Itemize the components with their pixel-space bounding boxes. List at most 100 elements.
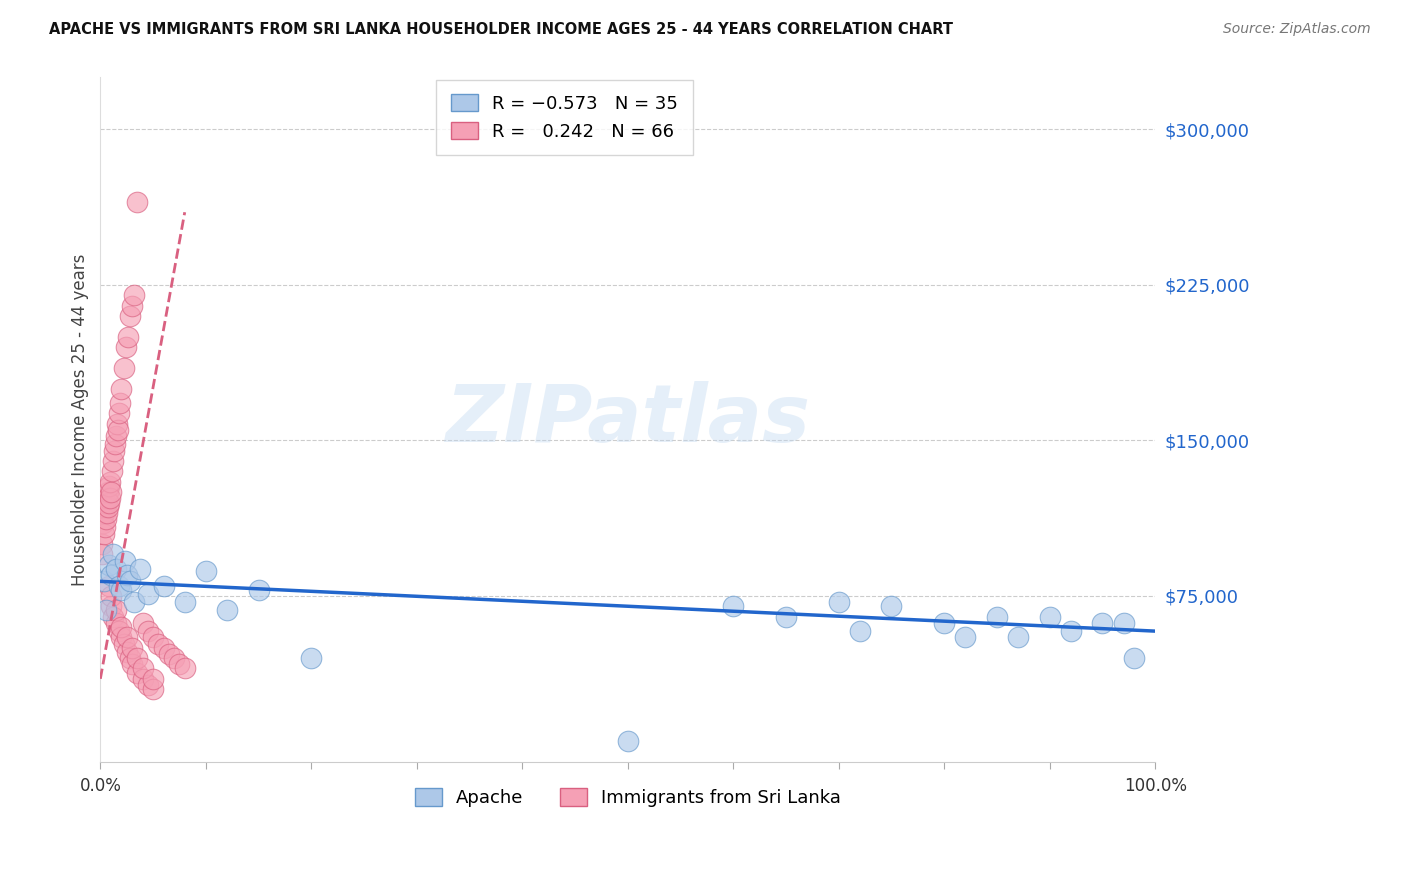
Point	[127, 665, 149, 680]
Point	[110, 382, 132, 396]
Point	[94, 603, 117, 617]
Text: Source: ZipAtlas.com: Source: ZipAtlas.com	[1223, 22, 1371, 37]
Point	[114, 340, 136, 354]
Point	[110, 582, 132, 597]
Point	[105, 562, 128, 576]
Point	[101, 548, 124, 562]
Legend: Apache, Immigrants from Sri Lanka: Apache, Immigrants from Sri Lanka	[408, 781, 848, 814]
Point	[142, 672, 165, 686]
Point	[104, 437, 127, 451]
Point	[93, 574, 115, 589]
Text: ZIPatlas: ZIPatlas	[446, 381, 810, 458]
Point	[127, 194, 149, 209]
Point	[110, 396, 132, 410]
Point	[163, 651, 186, 665]
Point	[127, 651, 149, 665]
Point	[215, 603, 238, 617]
Point	[723, 599, 745, 614]
Point	[93, 506, 115, 520]
Point	[131, 615, 153, 630]
Point	[122, 288, 145, 302]
Point	[97, 558, 120, 572]
Point	[108, 406, 131, 420]
Point	[101, 454, 124, 468]
Point	[131, 672, 153, 686]
Point	[105, 603, 128, 617]
Point	[110, 620, 132, 634]
Point	[105, 615, 128, 630]
Point	[118, 309, 141, 323]
Point	[169, 657, 191, 672]
Point	[94, 512, 117, 526]
Point	[100, 475, 122, 489]
Point	[148, 636, 170, 650]
Point	[986, 609, 1008, 624]
Point	[96, 491, 118, 506]
Point	[136, 587, 159, 601]
Point	[136, 624, 159, 639]
Point	[142, 682, 165, 697]
Point	[97, 500, 120, 514]
Point	[97, 578, 120, 592]
Point	[616, 734, 638, 748]
Point	[94, 500, 117, 514]
Point	[1039, 609, 1062, 624]
Point	[118, 651, 141, 665]
Point	[828, 595, 851, 609]
Point	[108, 578, 131, 592]
Point	[247, 582, 270, 597]
Point	[112, 360, 135, 375]
Point	[194, 564, 217, 578]
Point	[934, 615, 956, 630]
Y-axis label: Householder Income Ages 25 - 44 years: Householder Income Ages 25 - 44 years	[72, 253, 89, 586]
Point	[101, 609, 124, 624]
Point	[136, 678, 159, 692]
Point	[101, 465, 124, 479]
Point	[117, 329, 139, 343]
Point	[775, 609, 797, 624]
Point	[110, 631, 132, 645]
Point	[100, 599, 122, 614]
Point	[93, 526, 115, 541]
Point	[131, 661, 153, 675]
Text: APACHE VS IMMIGRANTS FROM SRI LANKA HOUSEHOLDER INCOME AGES 25 - 44 YEARS CORREL: APACHE VS IMMIGRANTS FROM SRI LANKA HOUS…	[49, 22, 953, 37]
Point	[173, 595, 195, 609]
Point	[114, 553, 136, 567]
Point	[173, 661, 195, 675]
Point	[157, 647, 180, 661]
Point	[97, 495, 120, 509]
Point	[98, 479, 121, 493]
Point	[107, 423, 129, 437]
Point	[91, 548, 114, 562]
Point	[115, 645, 138, 659]
Point	[118, 574, 141, 589]
Point	[115, 568, 138, 582]
Point	[1060, 624, 1083, 639]
Point	[122, 595, 145, 609]
Point	[1123, 651, 1146, 665]
Point	[96, 506, 118, 520]
Point	[152, 578, 174, 592]
Point	[94, 495, 117, 509]
Point	[1112, 615, 1135, 630]
Point	[1007, 631, 1029, 645]
Point	[849, 624, 872, 639]
Point	[108, 624, 131, 639]
Point	[955, 631, 977, 645]
Point	[129, 562, 152, 576]
Point	[100, 568, 122, 582]
Point	[112, 636, 135, 650]
Point	[105, 429, 128, 443]
Point	[121, 640, 143, 655]
Point	[1091, 615, 1114, 630]
Point	[100, 485, 122, 500]
Point	[115, 631, 138, 645]
Point	[100, 589, 122, 603]
Point	[90, 537, 112, 551]
Point	[97, 485, 120, 500]
Point	[105, 417, 128, 431]
Point	[93, 520, 115, 534]
Point	[299, 651, 322, 665]
Point	[91, 516, 114, 531]
Point	[880, 599, 903, 614]
